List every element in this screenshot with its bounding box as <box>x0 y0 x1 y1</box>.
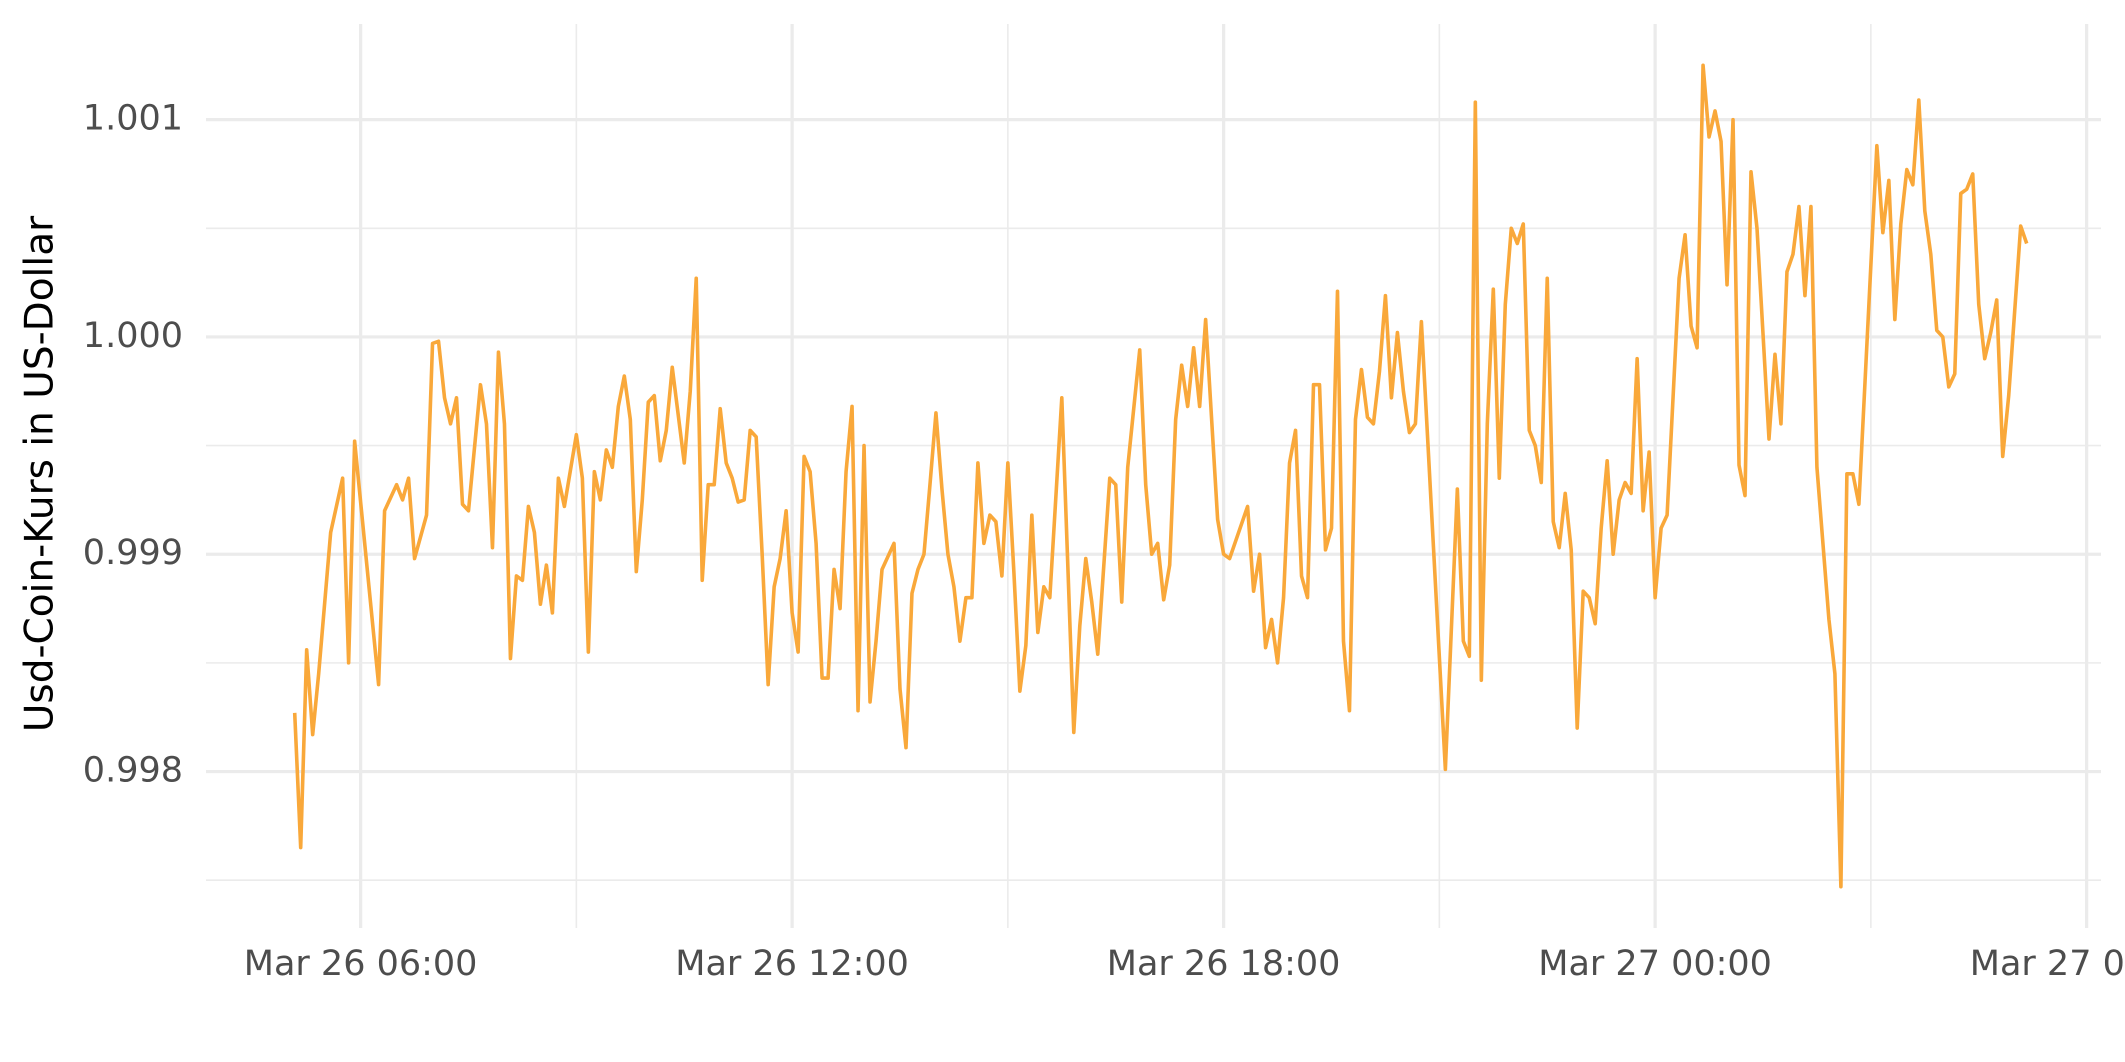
x-tick-label: Mar 27 06:00 <box>1970 944 2125 984</box>
y-axis-title: Usd-Coin-Kurs in US-Dollar <box>18 215 63 732</box>
y-tick-label: 1.000 <box>83 316 183 356</box>
y-tick-label: 0.999 <box>83 533 183 573</box>
y-tick-label: 1.001 <box>83 99 183 139</box>
x-tick-label: Mar 27 00:00 <box>1538 944 1772 984</box>
x-tick-label: Mar 26 06:00 <box>244 944 478 984</box>
x-tick-label: Mar 26 12:00 <box>675 944 909 984</box>
y-tick-label: 0.998 <box>83 751 183 791</box>
price-line <box>292 63 2029 889</box>
x-tick-label: Mar 26 18:00 <box>1107 944 1341 984</box>
